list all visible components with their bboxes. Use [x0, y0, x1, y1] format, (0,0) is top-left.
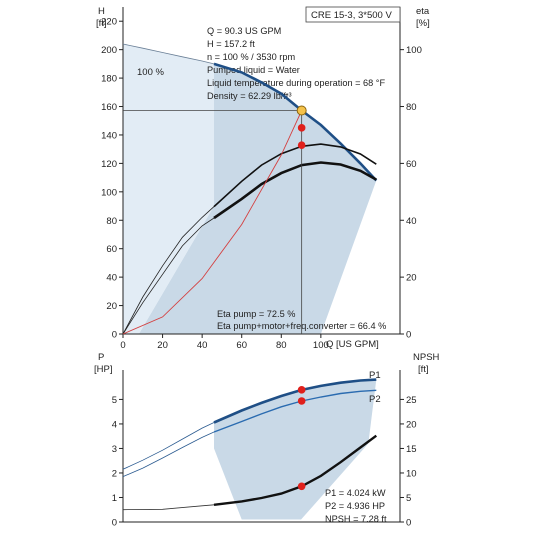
series-label-p2: P2 — [369, 394, 381, 405]
y-tick-label: 40 — [106, 273, 117, 284]
y-tick-label: 0 — [112, 518, 117, 529]
y-tick-label: 140 — [101, 130, 117, 141]
npsh-extension — [122, 504, 215, 511]
y-tick-label: 180 — [101, 74, 117, 85]
head-curve-extension — [122, 43, 215, 65]
power-npsh-chart: 0 1 2 3 4 5 0 5 10 15 20 25 P [HP] NPSH [ft] P1 P2… — [94, 352, 440, 529]
series-label-p1: P1 — [369, 370, 381, 381]
bottom-y2-ticks: 0 5 10 15 20 25 — [400, 395, 417, 529]
eta-pump-extension — [122, 206, 215, 335]
y-tick-label: 160 — [101, 102, 117, 113]
y-tick-label: 120 — [101, 159, 117, 170]
power-point-marker — [297, 386, 306, 394]
x-tick-label: 40 — [197, 340, 208, 351]
y-tick-label: 2 — [112, 468, 117, 479]
x-tick-label: 0 — [120, 340, 125, 351]
title-box — [305, 6, 401, 23]
y-tick-label: 220 — [101, 17, 117, 28]
operating-range-band — [138, 63, 377, 335]
bottom-y-ticks: 0 1 2 3 4 5 — [112, 395, 123, 529]
y2-tick-label: 80 — [406, 102, 417, 113]
p2-extension — [122, 431, 215, 477]
y-tick-label: 3 — [112, 444, 117, 455]
y2-tick-label: 25 — [406, 395, 417, 406]
bottom-y2-axis-name: NPSH — [413, 352, 440, 363]
speed-label: 100 % — [137, 67, 164, 78]
y2-tick-label: 60 — [406, 159, 417, 170]
y-tick-label: 80 — [106, 216, 117, 227]
y2-tick-label: 20 — [406, 273, 417, 284]
top-y2-ticks: 0 20 40 60 80 100 — [400, 45, 422, 341]
power-point-marker — [297, 397, 306, 405]
top-x-ticks: 0 20 40 60 80 100 — [120, 334, 329, 351]
npsh-point-marker — [297, 482, 306, 491]
top-markers — [296, 105, 307, 149]
eta-line: Eta pump+motor+freq.converter = 66.4 % — [217, 321, 386, 331]
low-flow-region — [123, 44, 215, 334]
duty-point-marker — [296, 105, 307, 116]
p1-extension — [122, 422, 215, 470]
y-tick-label: 200 — [101, 45, 117, 56]
info-line: H = 157.2 ft — [207, 39, 255, 49]
bottom-y-axis-name: P — [98, 352, 104, 363]
eta-point-marker — [297, 141, 306, 149]
eta-result-block: Eta pump = 72.5 % Eta pump+motor+freq.co… — [217, 309, 386, 331]
y-tick-label: 0 — [112, 330, 117, 341]
result-line: NPSH = 7.28 ft — [325, 514, 387, 524]
info-line: Pumped liquid = Water — [207, 65, 300, 75]
top-x-axis-label: Q [US GPM] — [326, 339, 379, 350]
y2-tick-label: 0 — [406, 330, 411, 341]
info-block: Q = 90.3 US GPM H = 157.2 ft n = 100 % /… — [207, 26, 385, 101]
power-result-block: P1 = 4.024 kW P2 = 4.936 HP NPSH = 7.28 … — [325, 488, 387, 524]
bottom-y2-axis-unit: [ft] — [418, 364, 429, 375]
top-y2-axis-unit: [%] — [416, 18, 430, 29]
y-tick-label: 5 — [112, 395, 117, 406]
y-tick-label: 100 — [101, 187, 117, 198]
info-line: Liquid temperature during operation = 68… — [207, 78, 385, 88]
eta-total-extension — [122, 217, 215, 335]
top-y-axis-name: H — [98, 6, 105, 17]
top-y2-axis-name: eta — [416, 6, 430, 17]
x-tick-label: 20 — [157, 340, 168, 351]
x-tick-label: 60 — [236, 340, 247, 351]
y-tick-label: 1 — [112, 493, 117, 504]
bottom-markers — [297, 386, 306, 491]
top-y-axis-unit: [ft] — [96, 18, 107, 29]
result-line: P2 = 4.936 HP — [325, 501, 385, 511]
y-tick-label: 20 — [106, 301, 117, 312]
head-eta-chart: 0 20 40 60 80 100 020406080100120140160180200… — [96, 6, 430, 351]
info-line: Density = 62.29 lb/ft³ — [207, 91, 292, 101]
x-tick-label: 100 — [313, 340, 329, 351]
eta-point-marker — [297, 124, 306, 132]
eta-line: Eta pump = 72.5 % — [217, 309, 295, 319]
chart-title: CRE 15-3, 3*500 V — [311, 10, 392, 21]
info-line: n = 100 % / 3530 rpm — [207, 52, 295, 62]
y2-tick-label: 20 — [406, 419, 417, 430]
y2-tick-label: 10 — [406, 468, 417, 479]
y2-tick-label: 5 — [406, 493, 411, 504]
info-line: Q = 90.3 US GPM — [207, 26, 281, 36]
result-line: P1 = 4.024 kW — [325, 488, 386, 498]
y2-tick-label: 0 — [406, 518, 411, 529]
top-y-ticks: 0 20 40 60 80 100 120 140 160 180 200 220 — [101, 17, 123, 341]
y2-tick-label: 40 — [406, 216, 417, 227]
bottom-y-axis-unit: [HP] — [94, 364, 112, 375]
y-tick-label: 4 — [112, 419, 117, 430]
y-tick-label: 60 — [106, 244, 117, 255]
power-operating-band — [214, 379, 377, 520]
y2-tick-label: 15 — [406, 444, 417, 455]
y2-tick-label: 100 — [406, 45, 422, 56]
x-tick-label: 80 — [276, 340, 287, 351]
system-curve — [122, 110, 303, 335]
